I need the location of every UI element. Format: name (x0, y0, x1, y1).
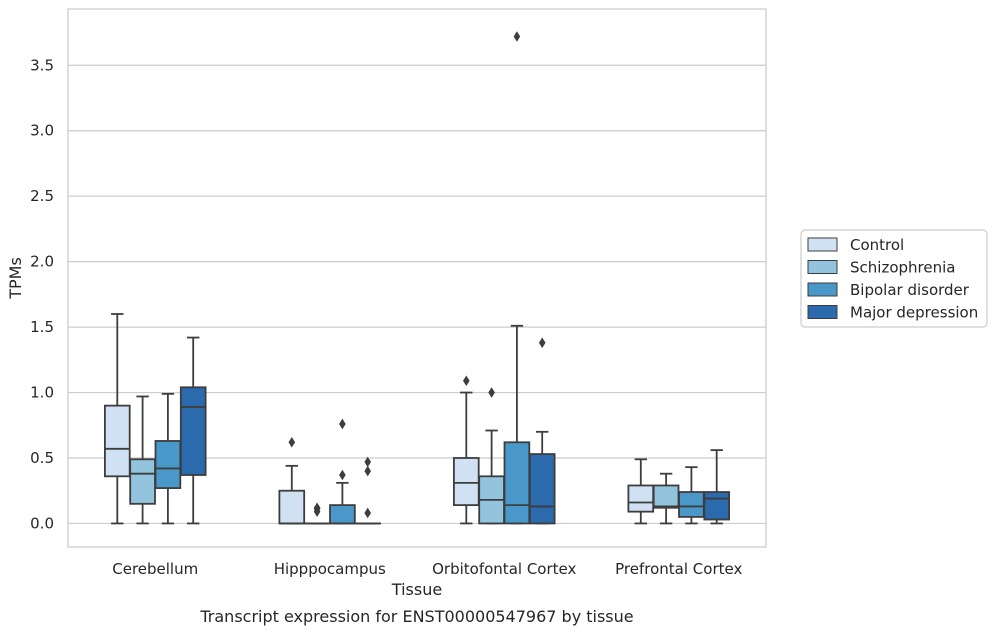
y-tick-label: 2.5 (30, 187, 54, 205)
x-axis-ticks: Cerebellum Hipppocampus Orbitofontal Corte… (112, 560, 742, 578)
box (156, 441, 181, 488)
box-group (105, 314, 130, 523)
box-group (355, 457, 380, 524)
box-group (530, 338, 555, 524)
x-axis-label: Tissue (391, 580, 442, 599)
y-tick-label: 0.5 (30, 449, 54, 467)
box (279, 491, 304, 524)
outlier-point (288, 437, 295, 448)
y-tick-label: 0.0 (30, 514, 54, 532)
box-group (679, 467, 704, 523)
box-group (305, 502, 330, 523)
box (505, 442, 530, 523)
box-group (479, 387, 504, 523)
box-group (330, 419, 355, 524)
box (679, 492, 704, 517)
legend-swatch (808, 261, 837, 274)
outlier-point (514, 31, 521, 42)
box-group (628, 459, 653, 523)
x-tick-label: Hipppocampus (274, 560, 386, 578)
outlier-point (339, 419, 346, 430)
box (530, 454, 555, 523)
legend-swatch (808, 283, 837, 296)
y-tick-label: 2.0 (30, 253, 54, 271)
box (105, 406, 130, 477)
y-axis-label: TPMs (6, 257, 25, 300)
x-tick-label: Cerebellum (112, 560, 198, 578)
box-series (105, 31, 729, 523)
box (181, 387, 206, 475)
outlier-point (488, 387, 495, 398)
legend-label: Major depression (850, 304, 978, 322)
legend-label: Control (850, 236, 904, 254)
box (628, 485, 653, 511)
box-group (704, 450, 729, 523)
box-group (654, 474, 679, 524)
outlier-point (364, 508, 371, 519)
legend-label: Schizophrenia (850, 259, 955, 277)
box-group (505, 31, 530, 523)
y-tick-label: 1.5 (30, 318, 54, 336)
legend-swatch (808, 238, 837, 251)
box-group (130, 396, 155, 523)
x-tick-label: Prefrontal Cortex (615, 560, 742, 578)
box-group (279, 437, 304, 523)
outlier-point (364, 466, 371, 477)
x-tick-label: Orbitofontal Cortex (432, 560, 576, 578)
legend: Control Schizophrenia Bipolar disorder Majo… (801, 230, 987, 327)
box (330, 505, 355, 523)
y-tick-label: 1.0 (30, 384, 54, 402)
outlier-point (339, 470, 346, 481)
y-tick-label: 3.0 (30, 122, 54, 140)
box (654, 485, 679, 507)
chart-caption: Transcript expression for ENST0000054796… (199, 607, 633, 626)
box-group (454, 375, 479, 523)
legend-swatch (808, 306, 837, 319)
y-tick-label: 3.5 (30, 56, 54, 74)
box (130, 459, 155, 504)
box-group (181, 338, 206, 524)
box-group (156, 394, 181, 524)
outlier-point (539, 338, 546, 349)
outlier-point (463, 375, 470, 386)
y-axis-ticks: 0.0 0.5 1.0 1.5 2.0 2.5 3.0 3.5 (30, 56, 54, 532)
box (454, 458, 479, 505)
box (704, 492, 729, 519)
legend-label: Bipolar disorder (850, 281, 970, 299)
